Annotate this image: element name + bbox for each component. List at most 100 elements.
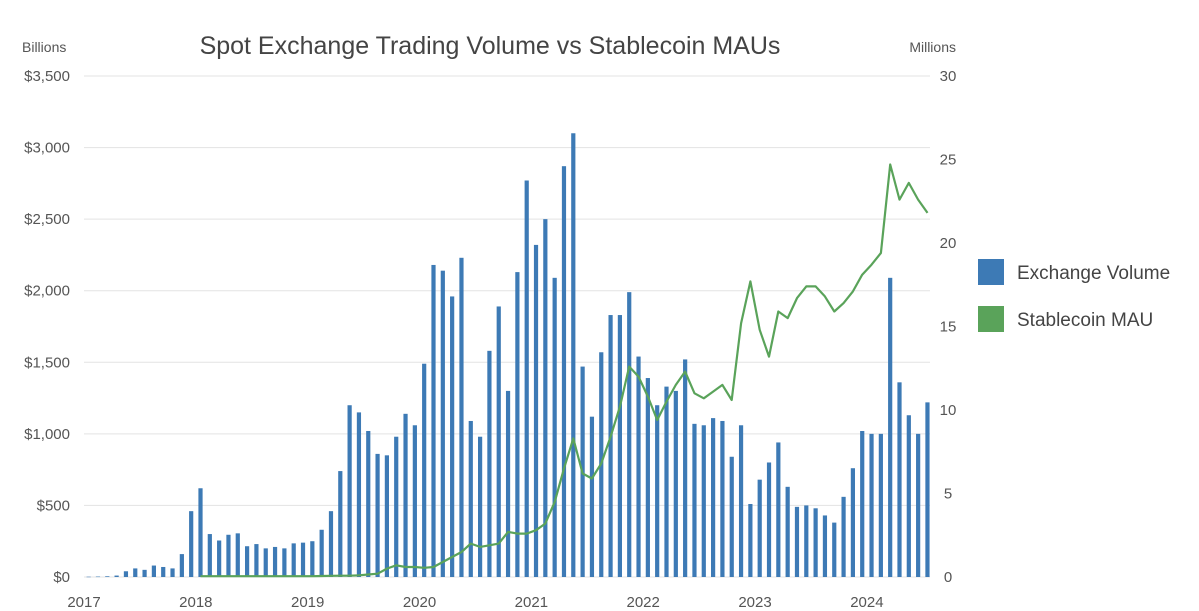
right-tick-label: 5 — [944, 486, 952, 503]
volume-bar — [272, 546, 278, 577]
right-axis-ticks: 0 5 10 15 20 25 30 — [940, 68, 957, 586]
volume-bar — [552, 277, 557, 577]
volume-bar — [589, 416, 595, 577]
volume-bar — [683, 359, 688, 577]
right-tick-label: 30 — [940, 68, 957, 85]
left-tick-label: $3,500 — [24, 68, 70, 85]
volume-bar — [263, 548, 268, 577]
volume-bar — [543, 219, 548, 577]
left-tick-label: $500 — [37, 497, 70, 514]
volume-bar — [645, 378, 650, 577]
volume-bar — [450, 296, 455, 577]
volume-bar — [692, 423, 697, 577]
volume-bar — [114, 575, 119, 577]
volume-bar — [822, 515, 828, 577]
volume-bar — [422, 363, 427, 577]
volume-bar — [356, 412, 362, 577]
volume-bar — [841, 496, 846, 577]
volume-bar — [524, 180, 529, 577]
volume-bar — [748, 503, 753, 577]
volume-bar — [776, 442, 781, 577]
right-tick-label: 20 — [940, 235, 957, 252]
volume-bar — [916, 433, 921, 577]
volume-bar — [487, 350, 492, 577]
x-tick-label: 2018 — [179, 594, 212, 611]
volume-bar — [515, 272, 520, 577]
volume-bar — [561, 166, 567, 577]
volume-bar — [468, 420, 473, 577]
x-tick-label: 2024 — [850, 594, 883, 611]
volume-bar — [617, 315, 622, 577]
volume-bar — [636, 356, 641, 577]
volume-bar — [310, 541, 315, 577]
left-tick-label: $3,000 — [24, 140, 70, 157]
volume-bar — [888, 277, 893, 577]
chart-title: Spot Exchange Trading Volume vs Stableco… — [200, 32, 781, 60]
volume-bar — [338, 471, 343, 577]
volume-bar — [170, 568, 175, 577]
volume-bar — [347, 405, 352, 577]
volume-bar — [403, 413, 408, 577]
legend-swatch-mau — [978, 306, 1004, 332]
volume-bar — [384, 455, 389, 577]
stablecoin-mau-line — [200, 163, 929, 578]
x-tick-label: 2023 — [738, 594, 771, 611]
volume-bar — [142, 569, 147, 577]
x-tick-label: 2020 — [403, 594, 436, 611]
volume-bar — [161, 566, 166, 577]
volume-bar — [459, 257, 464, 577]
volume-bar — [785, 486, 790, 577]
x-tick-label: 2022 — [627, 594, 660, 611]
left-axis-ticks: $0 $500 $1,000 $1,500 $2,000 $2,500 $3,000 $3,5… — [24, 68, 70, 586]
volume-bar — [291, 543, 296, 577]
volume-bar — [478, 436, 483, 577]
left-tick-label: $1,000 — [24, 426, 70, 443]
volume-bar — [496, 306, 501, 577]
volume-bar — [860, 430, 865, 577]
volume-bar — [673, 390, 678, 577]
volume-bar — [207, 534, 212, 577]
x-tick-label: 2021 — [515, 594, 548, 611]
volume-bar — [664, 386, 669, 577]
volume-bar — [627, 292, 632, 577]
left-tick-label: $2,500 — [24, 211, 70, 228]
volume-bar — [105, 576, 110, 577]
volume-bar — [235, 533, 240, 577]
volume-bar — [319, 529, 324, 577]
volume-bar — [394, 436, 399, 577]
volume-bar — [897, 382, 902, 577]
volume-bar — [729, 456, 734, 577]
legend-swatch-volume — [978, 259, 1004, 285]
volume-bar — [832, 522, 837, 577]
volume-bar — [226, 534, 231, 577]
volume-bar — [254, 544, 259, 577]
volume-bar — [813, 508, 818, 577]
volume-bar — [300, 542, 306, 577]
volume-bar — [608, 315, 613, 577]
volume-bar — [766, 462, 772, 577]
volume-bar — [720, 420, 725, 577]
x-axis-ticks: 2017 2018 2019 2020 2021 2022 2023 2024 — [67, 594, 883, 611]
volume-bar — [198, 488, 203, 577]
volume-bar — [757, 479, 762, 577]
volume-bar — [412, 425, 417, 577]
volume-bar — [217, 540, 222, 577]
right-tick-label: 25 — [940, 152, 957, 169]
x-tick-label: 2017 — [67, 594, 100, 611]
volume-bar — [328, 511, 334, 577]
volume-bar — [878, 433, 883, 577]
volume-bar — [738, 425, 744, 577]
left-tick-label: $1,500 — [24, 354, 70, 371]
volume-bar — [366, 430, 371, 577]
right-tick-label: 10 — [940, 402, 957, 419]
right-axis-unit: Millions — [909, 39, 956, 55]
volume-bar — [505, 390, 511, 577]
left-tick-label: $0 — [53, 569, 70, 586]
volume-bar — [123, 571, 129, 577]
volume-bars — [86, 133, 930, 578]
volume-bar — [431, 264, 436, 577]
volume-bar — [804, 505, 809, 577]
volume-bar — [179, 554, 184, 577]
volume-bar — [711, 418, 716, 577]
